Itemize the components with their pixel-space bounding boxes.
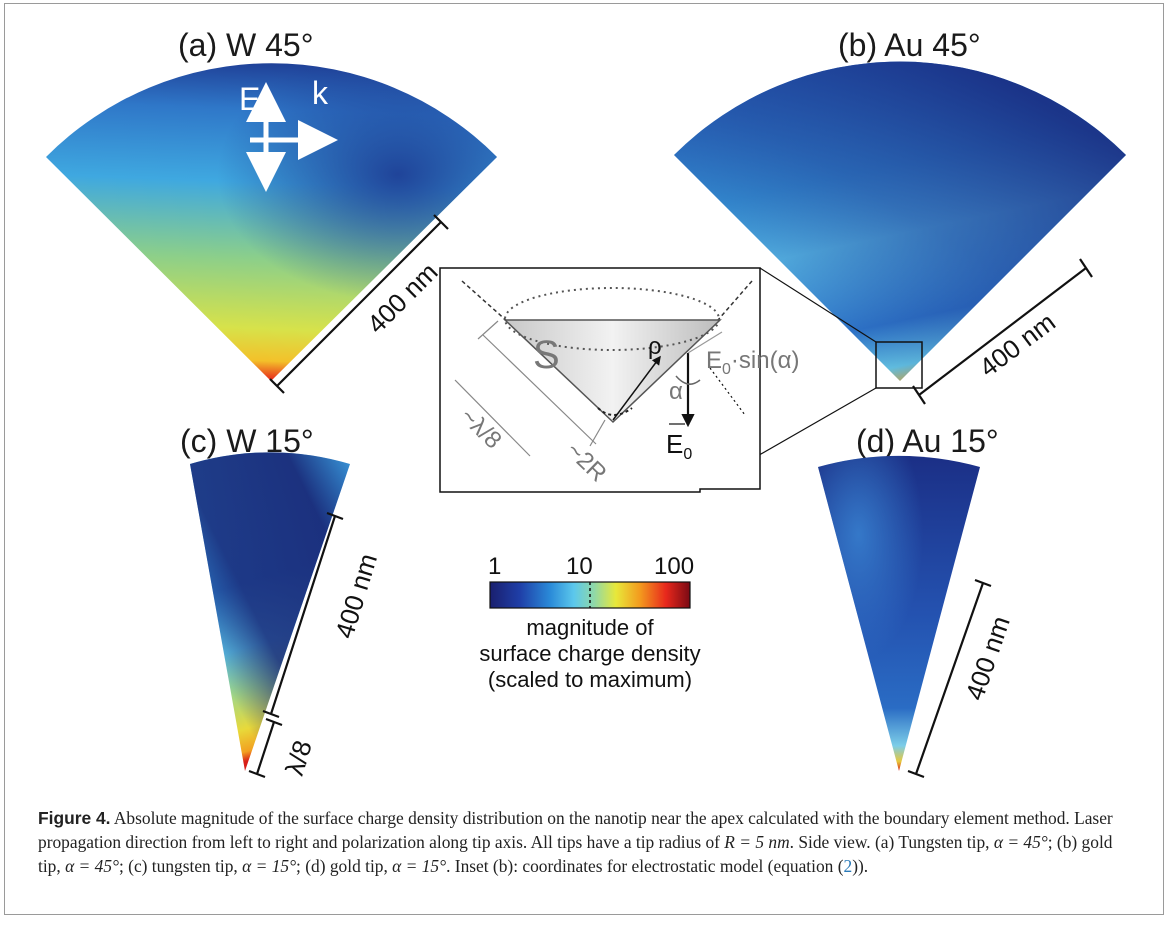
rho-arrow-icon: [612, 355, 661, 421]
e-k-arrows: E k: [239, 75, 338, 192]
figure-caption: Figure 4. Absolute magnitude of the surf…: [38, 808, 1113, 876]
tip-au15-shading: [818, 455, 980, 771]
figure-frame: [4, 3, 1164, 915]
panel-d-title: (d) Au 15°: [856, 423, 999, 459]
colorbar-label-line-1: magnitude of: [526, 615, 654, 640]
colorbar-tick-10: 10: [566, 553, 593, 580]
rho-label: ρ: [648, 333, 662, 360]
tip-au45-shading: [674, 61, 1126, 382]
surface-label: S: [533, 333, 560, 377]
tip-w45-shading: [46, 63, 497, 382]
scale-c-label: 400 nm: [329, 550, 383, 642]
e-label: E: [239, 81, 260, 117]
panel-c: (c) W 15° 400 nm λ/8: [180, 423, 383, 779]
cone-shape: [503, 319, 722, 424]
cone-rim: [504, 287, 720, 351]
e0-label: E0: [666, 429, 692, 463]
inset-marker-box: [875, 341, 923, 389]
colorbar-label-line-2: surface charge density: [479, 641, 700, 666]
figure-label: Figure 4.: [38, 808, 111, 828]
panel-a-title: (a) W 45°: [178, 27, 313, 63]
panel-c-title: (c) W 15°: [180, 423, 314, 459]
figure-graphic: (a) W 45° E k 400 nm (b) Au 45° 400 nm: [46, 27, 1126, 779]
e0-sin-label: E0·sin(α): [706, 347, 799, 378]
panel-d: (d) Au 15° 400 nm: [818, 423, 1016, 779]
tip-w15-shading: [190, 452, 350, 771]
alpha-label: α: [669, 378, 683, 405]
panel-a: (a) W 45° E k 400 nm: [46, 27, 497, 394]
scale-c-lambda-label: λ/8: [279, 737, 318, 779]
k-label: k: [312, 75, 329, 111]
colorbar-label-line-3: (scaled to maximum): [488, 667, 692, 692]
colorbar-tick-1: 1: [488, 553, 501, 580]
colorbar: 1 10 100 magnitude of surface charge den…: [479, 553, 700, 692]
colorbar-tick-100: 100: [654, 553, 694, 580]
panel-b-title: (b) Au 45°: [838, 27, 981, 63]
inset: S ρ α E0·sin(α) E0 ~2R ~λ/8: [439, 267, 799, 493]
equation-link[interactable]: 2: [843, 856, 853, 876]
